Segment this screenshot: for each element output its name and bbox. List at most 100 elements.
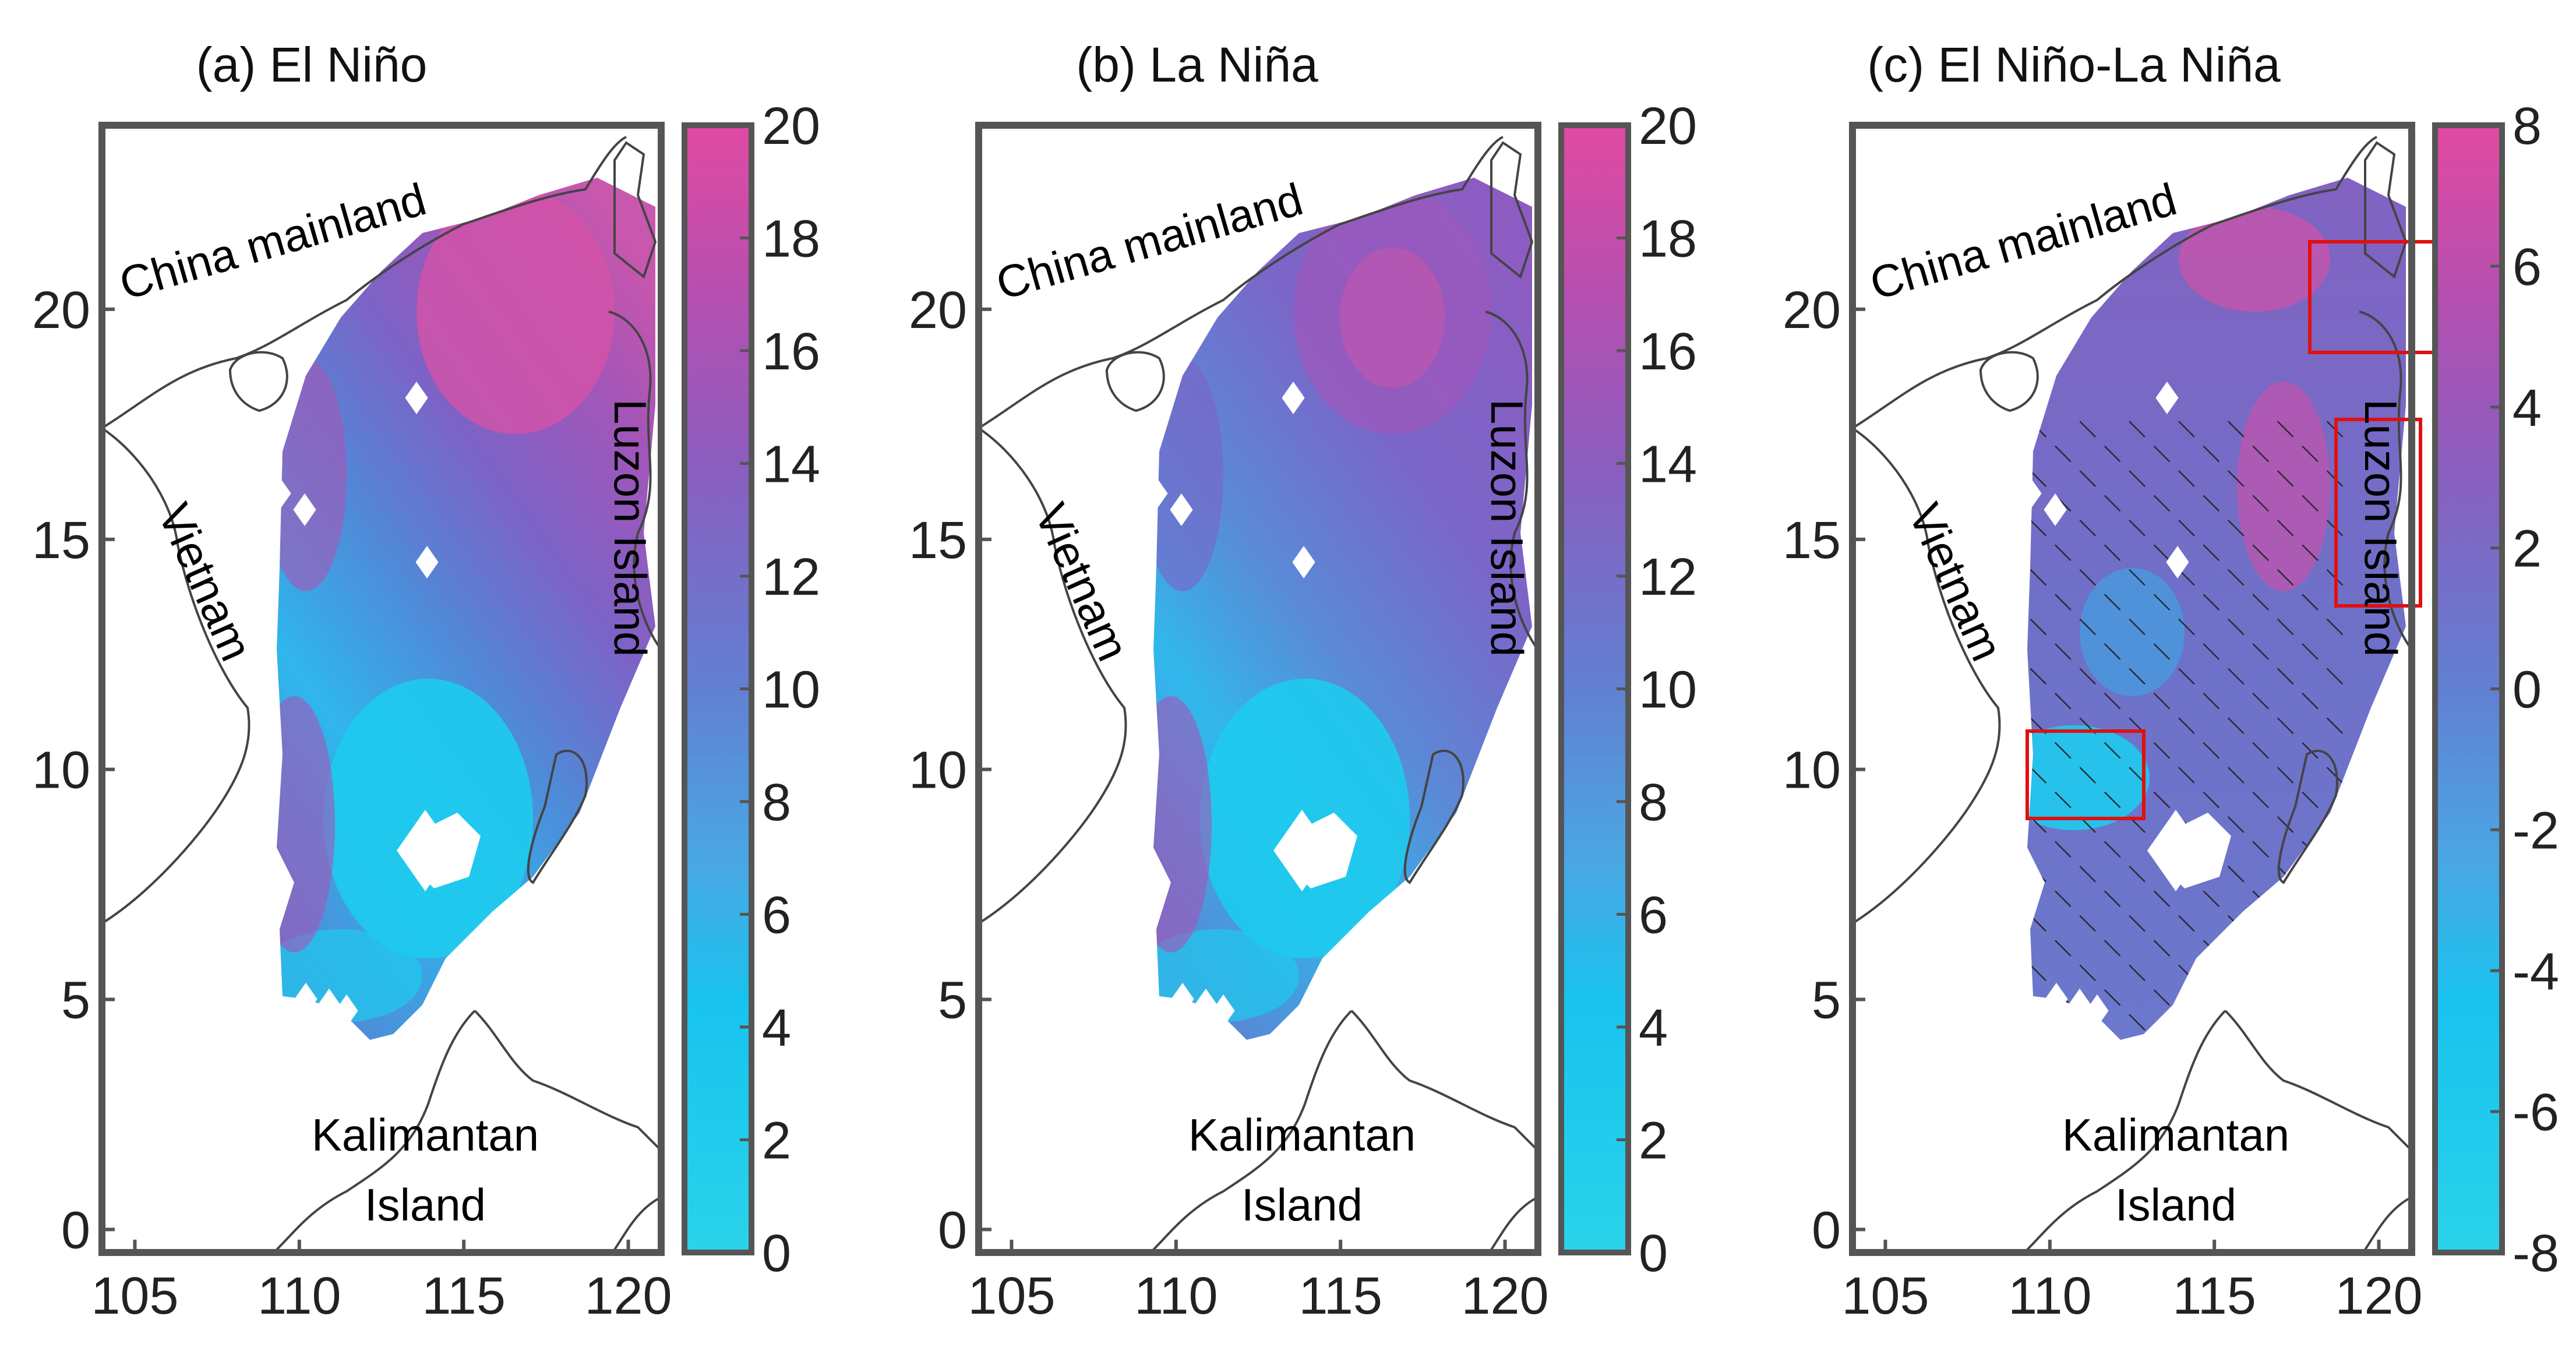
no-data-mask	[1212, 994, 1235, 1027]
y-tick-label: 0	[61, 1202, 90, 1260]
label-kalimantan: Kalimantan	[312, 1109, 539, 1160]
no-data-mask	[1292, 546, 1315, 578]
colorbar-tick-label: 0	[2513, 661, 2542, 719]
colorbar-tick-label: 0	[1639, 1225, 1668, 1283]
no-data-mask	[2068, 989, 2091, 1021]
colorbar-tick-label: -4	[2513, 943, 2559, 1001]
label-vietnam: Vietnam	[1025, 496, 1139, 668]
colorbar-tick-label: 2	[762, 1112, 791, 1170]
colorbar-tick-label: 4	[762, 999, 791, 1057]
no-data-mask	[2161, 813, 2231, 888]
y-tick-label: 0	[1812, 1202, 1841, 1260]
label-kalimantan-island: Island	[365, 1179, 486, 1230]
no-data-mask	[1139, 1000, 1162, 1033]
y-tick-label: 15	[32, 511, 90, 570]
no-data-mask	[2019, 477, 2042, 510]
y-tick-label: 15	[1783, 511, 1841, 570]
label-luzon-island: Luzon Island	[1481, 399, 1533, 657]
colorbar-tick-label: 8	[762, 774, 791, 832]
no-data-mask	[411, 813, 481, 888]
no-data-mask	[405, 382, 428, 414]
data-field	[248, 178, 655, 1040]
x-tick-label: 105	[91, 1267, 178, 1325]
no-data-mask	[1125, 479, 1149, 511]
label-kalimantan: Kalimantan	[1188, 1109, 1416, 1160]
no-data-mask	[1124, 980, 1148, 1012]
colorbar-tick-label: 0	[762, 1225, 791, 1283]
colorbar-tick-label: 20	[1639, 97, 1697, 156]
colorbar-tick-label: 4	[1639, 999, 1668, 1057]
highlight-box	[2025, 729, 2146, 820]
colorbar-tick-label: 2	[2513, 520, 2542, 578]
colorbar-tick-label: -8	[2513, 1225, 2559, 1283]
label-kalimantan: Kalimantan	[2062, 1109, 2289, 1160]
colorbar-tick-label: 8	[2513, 97, 2542, 156]
x-tick-label: 120	[584, 1267, 672, 1325]
no-data-mask	[248, 980, 271, 1012]
panel-c-title: (c) El Niño-La Niña	[1867, 37, 2281, 92]
label-vietnam: Vietnam	[148, 496, 262, 668]
no-data-mask	[415, 546, 439, 578]
colorbar-tick-label: 6	[2513, 238, 2542, 297]
x-tick-label: 110	[2008, 1267, 2091, 1325]
colorbar-tick-label: 18	[1639, 210, 1697, 269]
coastlines	[1851, 136, 2413, 1251]
colorbar-tick-label: 6	[762, 887, 791, 945]
no-data-mask	[1287, 813, 1357, 888]
no-data-mask	[1999, 479, 2023, 511]
y-tick-label: 5	[61, 972, 90, 1030]
panel-b-title: (b) La Niña	[1076, 37, 1318, 92]
no-data-mask	[2166, 546, 2189, 578]
colorbar-tick-label: 10	[1639, 661, 1697, 719]
label-kalimantan-island: Island	[2115, 1179, 2236, 1230]
y-tick-label: 20	[32, 281, 90, 340]
no-data-mask	[293, 493, 316, 526]
x-tick-label: 120	[1461, 1267, 1548, 1325]
colorbar-tick-label: 6	[1639, 887, 1668, 945]
colorbar-tick-label: 14	[762, 436, 820, 494]
coastlines	[978, 136, 1539, 1251]
x-tick-label: 115	[1298, 1267, 1382, 1325]
label-luzon-island: Luzon Island	[605, 399, 656, 657]
y-tick-label: 0	[938, 1202, 967, 1260]
no-data-mask	[294, 983, 317, 1015]
no-data-mask	[1171, 983, 1194, 1015]
map-frame	[1849, 122, 2415, 1256]
x-tick-label: 110	[257, 1267, 341, 1325]
x-tick-label: 115	[422, 1267, 505, 1325]
colorbar-tick-label: 20	[762, 97, 820, 156]
y-tick-label: 20	[1783, 281, 1841, 340]
y-tick-label: 5	[1812, 972, 1841, 1030]
highlight-box	[2334, 418, 2422, 608]
panel-a-title: (a) El Niño	[196, 37, 428, 92]
no-data-mask	[2045, 983, 2068, 1015]
colorbar-tick-label: 18	[762, 210, 820, 269]
x-tick-label: 115	[2172, 1267, 2256, 1325]
colorbar-tick-label: 14	[1639, 436, 1697, 494]
colorbar-tick-label: 4	[2513, 379, 2542, 437]
x-tick-label: 110	[1134, 1267, 1218, 1325]
x-tick-label: 105	[968, 1267, 1055, 1325]
colorbar-tick-label: 16	[762, 323, 820, 381]
colorbar-tick-label: 12	[1639, 548, 1697, 606]
label-vietnam: Vietnam	[1899, 496, 2013, 668]
label-luzon-island: Luzon Island	[2355, 399, 2406, 657]
y-tick-label: 10	[1783, 742, 1841, 800]
no-data-mask	[268, 477, 291, 510]
label-kalimantan-island: Island	[1241, 1179, 1363, 1230]
colorbar-tick-label: 8	[1639, 774, 1668, 832]
colorbar-tick-label: 10	[762, 661, 820, 719]
coastlines	[101, 136, 662, 1251]
y-tick-label: 15	[909, 511, 967, 570]
y-tick-label: 10	[909, 742, 967, 800]
no-data-mask	[262, 1000, 285, 1033]
colorbar-tick-label: -2	[2513, 802, 2559, 860]
y-tick-label: 20	[909, 281, 967, 340]
no-data-mask	[317, 989, 341, 1021]
no-data-mask	[2155, 382, 2179, 414]
no-data-mask	[2013, 1000, 2036, 1033]
